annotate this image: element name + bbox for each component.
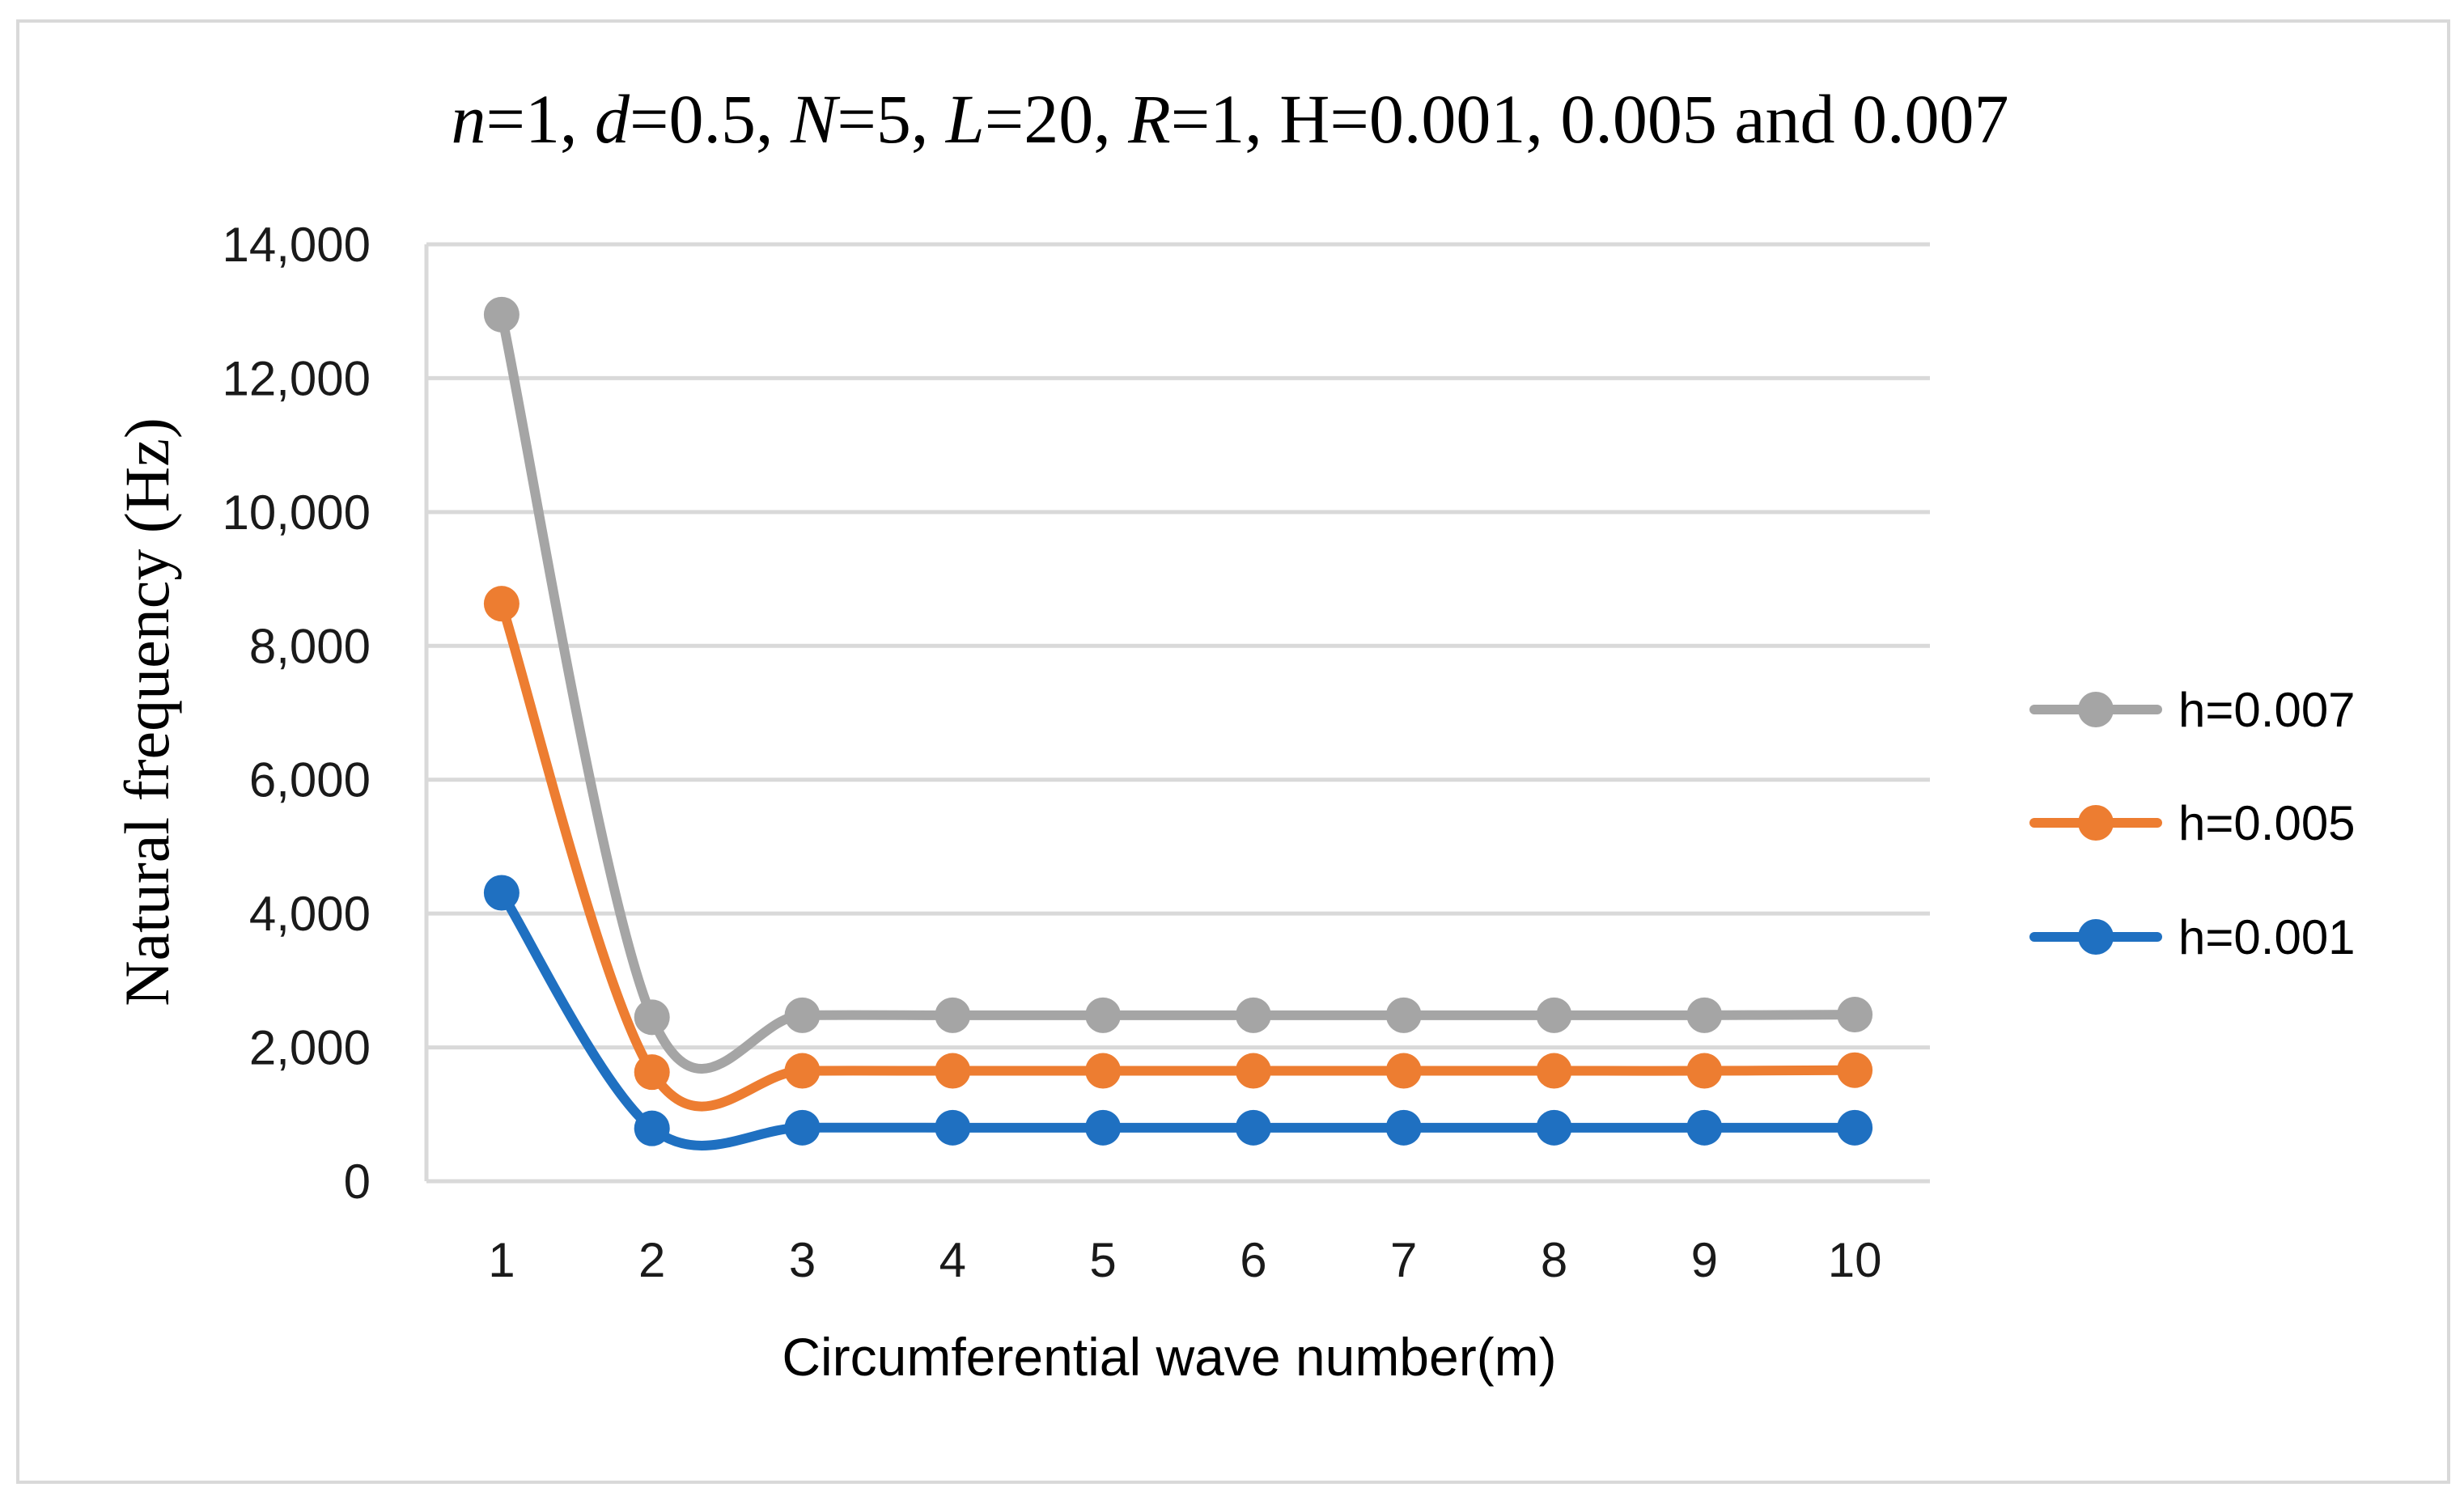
data-point — [1385, 1109, 1422, 1146]
series-line — [496, 888, 1860, 1150]
title-part: R — [1127, 80, 1171, 158]
x-tick-label: 4 — [939, 1233, 966, 1287]
data-point — [784, 1053, 821, 1089]
y-tick-label: 6,000 — [249, 753, 371, 807]
x-tick-label: 5 — [1089, 1233, 1116, 1287]
data-point — [483, 586, 520, 622]
chart-frame — [16, 19, 2450, 1484]
data-point — [1686, 1053, 1723, 1089]
x-tick-label: 10 — [1828, 1233, 1882, 1287]
x-tick-label: 1 — [488, 1233, 515, 1287]
series-h=0.007 — [483, 296, 1873, 1074]
data-point — [784, 997, 821, 1033]
data-point — [1235, 1109, 1271, 1146]
x-tick-label: 8 — [1541, 1233, 1567, 1287]
title-part: =0.5, — [630, 80, 791, 158]
y-tick-label: 8,000 — [249, 619, 371, 673]
x-tick-label: 2 — [638, 1233, 665, 1287]
legend-item: h=0.001 — [2029, 910, 2356, 964]
y-tick-label: 0 — [344, 1155, 371, 1209]
data-point — [1686, 1109, 1723, 1146]
data-point — [935, 1053, 971, 1089]
data-point — [483, 296, 520, 333]
y-axis-ticks: 0 2,000 4,000 6,000 8,000 10,000 12,000 14,000 — [222, 218, 371, 1209]
data-point — [935, 1109, 971, 1146]
y-tick-label: 4,000 — [249, 887, 371, 941]
data-point — [1686, 997, 1723, 1033]
x-tick-label: 9 — [1691, 1233, 1718, 1287]
data-point — [1385, 997, 1422, 1033]
data-point — [1536, 1053, 1572, 1089]
data-point — [1385, 1053, 1422, 1089]
legend-label: h=0.005 — [2178, 796, 2356, 850]
legend-marker — [2078, 919, 2114, 955]
x-axis-ticks: 1 2 3 4 5 6 7 8 9 10 — [488, 1233, 1881, 1287]
legend-marker — [2078, 805, 2114, 841]
title-part: =1, H=0.001, 0.005 and 0.007 — [1171, 80, 2009, 158]
legend-marker — [2078, 692, 2114, 727]
legend: h=0.007 h=0.005 h=0.001 — [2029, 683, 2356, 964]
title-part: =5, — [837, 80, 946, 158]
legend-item: h=0.005 — [2029, 796, 2356, 850]
y-axis-label: Natural frequency (Hz) — [112, 417, 182, 1006]
series-h=0.001 — [483, 875, 1873, 1150]
data-point — [483, 875, 520, 911]
y-tick-label: 2,000 — [249, 1021, 371, 1075]
data-point — [1837, 997, 1873, 1033]
data-point — [1837, 1052, 1873, 1088]
series-line — [496, 309, 1860, 1074]
series — [483, 296, 1873, 1150]
data-point — [784, 1109, 821, 1146]
data-point — [634, 1054, 670, 1091]
title-part: =1, — [486, 80, 595, 158]
data-point — [634, 999, 670, 1036]
x-tick-label: 6 — [1240, 1233, 1266, 1287]
data-point — [1536, 997, 1572, 1033]
gridlines — [424, 242, 1930, 1184]
data-point — [1085, 997, 1122, 1033]
data-point — [1235, 997, 1271, 1033]
y-tick-label: 10,000 — [222, 485, 371, 540]
title-part: N — [790, 80, 841, 158]
title-part: =20, — [985, 80, 1129, 158]
title-part: L — [944, 80, 985, 158]
title-part: d — [595, 80, 630, 158]
y-tick-label: 12,000 — [222, 351, 371, 405]
data-point — [1536, 1109, 1572, 1146]
series-h=0.005 — [483, 586, 1873, 1112]
y-tick-label: 14,000 — [222, 218, 371, 272]
data-point — [1837, 1109, 1873, 1146]
x-axis-label: Circumferential wave number(m) — [782, 1327, 1556, 1387]
data-point — [1085, 1053, 1122, 1089]
legend-item: h=0.007 — [2029, 683, 2356, 737]
chart-title: n=1, d=0.5, N=5, L=20, R=1, H=0.001, 0.0… — [451, 80, 2008, 158]
data-point — [935, 997, 971, 1033]
legend-label: h=0.001 — [2178, 910, 2356, 964]
x-tick-label: 7 — [1390, 1233, 1417, 1287]
legend-label: h=0.007 — [2178, 683, 2356, 737]
x-tick-label: 3 — [789, 1233, 816, 1287]
data-point — [1085, 1109, 1122, 1146]
title-part: n — [451, 80, 486, 158]
data-point — [634, 1110, 670, 1146]
data-point — [1235, 1053, 1271, 1089]
